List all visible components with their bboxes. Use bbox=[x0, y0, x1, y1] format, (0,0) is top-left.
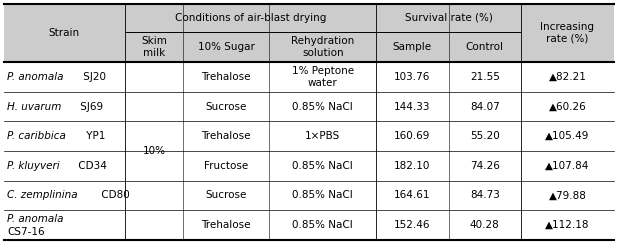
Text: C. zemplinina: C. zemplinina bbox=[7, 191, 78, 201]
Text: Strain: Strain bbox=[49, 28, 80, 38]
Text: Conditions of air-blast drying: Conditions of air-blast drying bbox=[175, 13, 326, 23]
Text: 21.55: 21.55 bbox=[470, 72, 500, 82]
Text: 10%: 10% bbox=[142, 146, 166, 156]
Text: CD80: CD80 bbox=[98, 191, 130, 201]
Bar bbox=[4, 4, 614, 62]
Text: Sucrose: Sucrose bbox=[206, 191, 247, 201]
Text: 0.85% NaCl: 0.85% NaCl bbox=[292, 220, 353, 230]
Text: 182.10: 182.10 bbox=[394, 161, 431, 171]
Text: Sample: Sample bbox=[393, 42, 432, 52]
Text: 1% Peptone
water: 1% Peptone water bbox=[292, 66, 354, 88]
Text: Rehydration
solution: Rehydration solution bbox=[291, 36, 354, 58]
Text: Survival rate (%): Survival rate (%) bbox=[405, 13, 493, 23]
Text: H. uvarum: H. uvarum bbox=[7, 102, 61, 112]
Text: 0.85% NaCl: 0.85% NaCl bbox=[292, 161, 353, 171]
Text: 0.85% NaCl: 0.85% NaCl bbox=[292, 102, 353, 112]
Text: Trehalose: Trehalose bbox=[201, 72, 251, 82]
Text: ▲79.88: ▲79.88 bbox=[549, 191, 586, 201]
Text: 103.76: 103.76 bbox=[394, 72, 431, 82]
Text: ▲105.49: ▲105.49 bbox=[545, 131, 590, 141]
Text: 55.20: 55.20 bbox=[470, 131, 499, 141]
Text: 144.33: 144.33 bbox=[394, 102, 431, 112]
Text: Increasing
rate (%): Increasing rate (%) bbox=[541, 22, 595, 44]
Text: 84.73: 84.73 bbox=[470, 191, 500, 201]
Text: ▲60.26: ▲60.26 bbox=[549, 102, 586, 112]
Text: ▲107.84: ▲107.84 bbox=[545, 161, 590, 171]
Text: 40.28: 40.28 bbox=[470, 220, 499, 230]
Text: CS7-16: CS7-16 bbox=[7, 227, 44, 237]
Text: 10% Sugar: 10% Sugar bbox=[198, 42, 255, 52]
Text: YP1: YP1 bbox=[83, 131, 105, 141]
Text: Sucrose: Sucrose bbox=[206, 102, 247, 112]
Text: P. kluyveri: P. kluyveri bbox=[7, 161, 59, 171]
Text: Control: Control bbox=[466, 42, 504, 52]
Text: ▲82.21: ▲82.21 bbox=[549, 72, 586, 82]
Text: Trehalose: Trehalose bbox=[201, 131, 251, 141]
Text: 152.46: 152.46 bbox=[394, 220, 431, 230]
Text: Trehalose: Trehalose bbox=[201, 220, 251, 230]
Text: 84.07: 84.07 bbox=[470, 102, 499, 112]
Text: 0.85% NaCl: 0.85% NaCl bbox=[292, 191, 353, 201]
Text: Skim
milk: Skim milk bbox=[141, 36, 167, 58]
Text: P. caribbica: P. caribbica bbox=[7, 131, 66, 141]
Text: SJ20: SJ20 bbox=[80, 72, 106, 82]
Text: ▲112.18: ▲112.18 bbox=[545, 220, 590, 230]
Text: CD34: CD34 bbox=[75, 161, 107, 171]
Text: 74.26: 74.26 bbox=[470, 161, 500, 171]
Text: Fructose: Fructose bbox=[204, 161, 248, 171]
Text: 164.61: 164.61 bbox=[394, 191, 431, 201]
Text: P. anomala: P. anomala bbox=[7, 72, 64, 82]
Text: 160.69: 160.69 bbox=[394, 131, 431, 141]
Text: 1×PBS: 1×PBS bbox=[305, 131, 341, 141]
Text: P. anomala: P. anomala bbox=[7, 214, 64, 224]
Text: SJ69: SJ69 bbox=[77, 102, 103, 112]
